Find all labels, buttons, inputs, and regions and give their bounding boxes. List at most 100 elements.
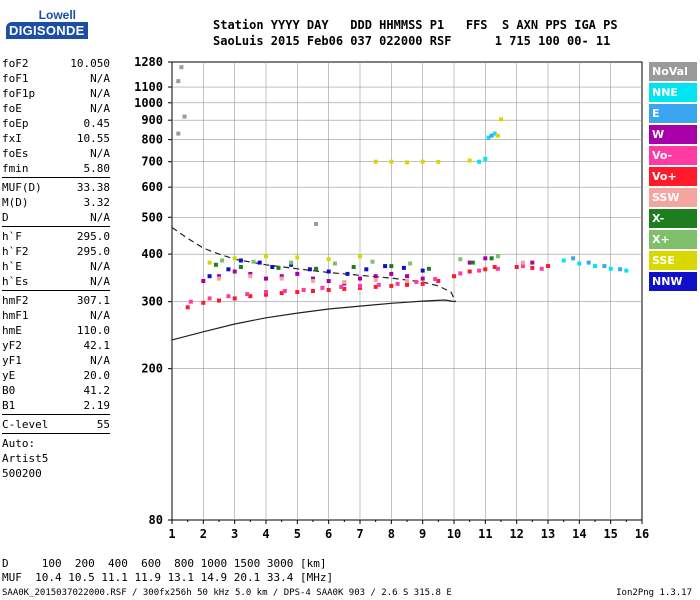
data-point-voplus [217,298,221,303]
data-point-voplus [248,294,253,299]
data-point-w [405,274,409,279]
logo-lowell-text: Lowell [38,8,76,22]
param-name: h`F2 [2,245,29,258]
data-point-sse [389,159,394,164]
x-tick-label: 14 [572,527,586,541]
data-point-vominus [301,288,306,292]
param-name: fmin [2,162,29,175]
y-tick-label: 1280 [134,55,163,69]
data-point-sse [467,158,472,163]
data-point-xminus [489,256,494,261]
param-row-hmf1: hmF1 N/A [2,308,110,323]
data-point-nnw [326,269,331,274]
data-point-vominus [376,282,381,287]
param-row-yf2: yF2 42.1 [2,338,110,353]
trace-dashed [171,227,457,302]
param-value: 2.19 [83,399,111,412]
param-value: N/A [90,275,110,288]
data-point-vominus [520,264,525,269]
data-point-nnw [238,258,243,263]
param-row-foes: foEs N/A [2,146,110,161]
param-value: 0.45 [83,117,111,130]
data-point-e [618,267,623,272]
data-point-e [571,256,576,261]
y-tick-label: 700 [141,155,163,169]
data-point-nne [624,268,629,273]
y-tick-label: 800 [141,133,163,147]
param-value: N/A [90,147,110,160]
data-point-sse [326,257,331,262]
param-row-fof1: foF1 N/A [2,71,110,86]
param-value: 33.38 [76,181,110,194]
param-row-h-es: h`Es N/A [2,274,110,289]
data-point-voplus [326,288,331,292]
data-point-voplus [514,265,519,269]
data-point-voplus [264,292,268,297]
data-point-voplus [546,264,550,269]
param-value: N/A [90,102,110,115]
param-value: 5.80 [83,162,111,175]
data-point-ssw [311,279,315,283]
lowell-digisonde-logo: Lowell DIGISONDE [6,8,88,48]
data-point-nnw [270,265,275,269]
data-point-xminus [426,266,431,271]
data-point-nnw [289,262,294,267]
autoscaling-info: Artist5 [2,452,49,465]
parameter-panel: foF2 10.050 foF1 N/A foF1p N/A foE N/A foEp 0.45 f… [2,56,110,481]
y-tick-label: 200 [141,362,163,376]
param-name: M(D) [2,196,29,209]
data-point-nne [593,264,597,269]
data-point-vominus [414,280,419,284]
param-row-h-e: h`E N/A [2,259,110,274]
legend-item-nnw: NNW [649,272,697,291]
legend-item-vominus: Vo- [649,146,697,165]
data-point-nnw [364,267,369,272]
param-value: N/A [90,72,110,85]
param-row-muf-d: MUF(D) 33.38 [2,180,110,195]
data-point-w [311,276,315,281]
y-tick-label: 300 [141,295,163,309]
param-row-ye: yE 20.0 [2,368,110,383]
legend-item-e: E [649,104,697,123]
data-point-w [467,260,472,265]
legend-item-ssw: SSW [649,188,697,207]
data-point-sse [436,159,441,164]
param-row-h-f2: h`F2 295.0 [2,244,110,259]
param-name: foE [2,102,22,115]
x-tick-label: 6 [325,527,332,541]
data-point-vominus [188,299,193,304]
param-row-m-d: M(D) 3.32 [2,195,110,210]
data-point-voplus [342,286,347,291]
data-point-xminus [389,264,394,269]
data-point-voplus [530,265,535,270]
param-row-b0: B0 41.2 [2,383,110,398]
param-value: 55 [96,418,110,431]
param-value: 3.32 [83,196,111,209]
data-point-sse [420,159,425,164]
param-row-fmin: fmin 5.80 [2,161,110,176]
y-tick-label: 900 [141,113,163,127]
data-point-ssw [279,276,284,281]
data-point-e [586,260,591,265]
data-point-nne [492,131,497,136]
data-point-voplus [436,279,441,283]
data-point-voplus [373,284,378,289]
data-point-w [326,279,331,283]
data-point-w [279,274,284,279]
data-point-ssw [342,280,347,284]
data-point-ssw [520,260,525,265]
param-name: h`E [2,260,22,273]
data-point-noval [179,65,184,70]
data-point-sse [405,160,409,165]
data-point-nnw [226,267,231,272]
data-point-ssw [373,278,378,282]
data-point-noval [176,131,181,136]
param-name: D [2,211,9,224]
legend-item-w: W [649,125,697,144]
data-point-vominus [495,266,500,271]
param-name: foEp [2,117,29,130]
param-name: B1 [2,399,16,412]
param-name: hmF2 [2,294,29,307]
data-point-xminus [213,262,218,267]
data-point-vominus [320,285,325,290]
